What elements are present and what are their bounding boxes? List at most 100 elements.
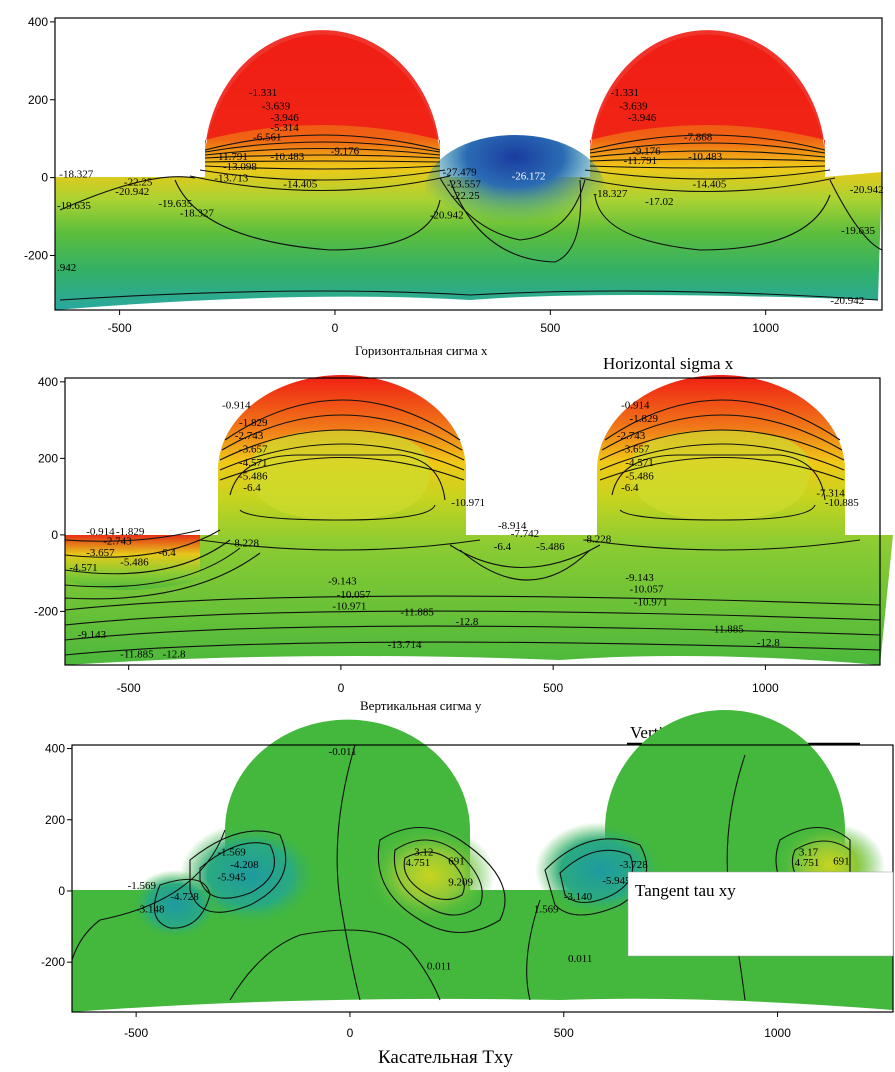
plot-area-1 — [55, 30, 883, 311]
contour-label: -22.25 — [124, 176, 153, 188]
y-tick-label: 200 — [45, 813, 65, 827]
contour-lines-1 — [59, 134, 883, 301]
contour-label: -12.8 — [757, 637, 780, 649]
contour-label: -8.228 — [231, 537, 260, 549]
contour-label: -5.486 — [536, 541, 565, 553]
contour-label: -3.639 — [619, 100, 648, 112]
contour-label: -19.635 — [57, 200, 91, 212]
contour-label: -9.176 — [331, 145, 360, 157]
contour-label: -4.571 — [69, 562, 97, 574]
contour-label: -9.143 — [328, 576, 357, 588]
y-ticks-3: 400 200 0 -200 — [41, 742, 72, 969]
contour-label: -1.569 — [217, 846, 246, 858]
contour-label: -3.148 — [136, 903, 165, 915]
contour-label: -1.331 — [611, 87, 639, 99]
contour-label: -0.011 — [329, 746, 357, 758]
contour-label: -10.483 — [270, 151, 304, 163]
contour-label: -10.971 — [634, 597, 668, 609]
x-tick-label: 500 — [543, 681, 563, 695]
contour-label: -10.057 — [630, 583, 664, 595]
y-tick-label: 400 — [45, 742, 65, 756]
x-tick-label: -500 — [117, 681, 141, 695]
contour-label: -2.743 — [103, 535, 132, 547]
contour-label: -22.25 — [451, 190, 480, 202]
y-tick-label: 400 — [38, 375, 58, 389]
contour-label: -11.791 — [214, 151, 248, 163]
y-tick-label: -200 — [24, 248, 48, 262]
contour-label: -10.885 — [825, 497, 859, 509]
contour-label: -1.829 — [239, 417, 268, 429]
contour-label: -1.331 — [249, 87, 277, 99]
contour-label: 0.011 — [427, 960, 451, 972]
contour-label: -13.714 — [388, 639, 422, 651]
contour-label: -5.945 — [602, 875, 631, 887]
contour-label: -6.4 — [243, 482, 261, 494]
contour-label: -3.657 — [621, 444, 650, 456]
y-ticks-1: 400 200 0 -200 — [24, 15, 55, 262]
contour-label: 3.12 — [414, 846, 433, 858]
contour-label: -3.140 — [564, 891, 593, 903]
contour-label: -0.914 — [86, 526, 115, 538]
contour-label: -4.571 — [625, 457, 653, 469]
contour-label: -4.208 — [230, 859, 259, 871]
x-tick-label: -500 — [124, 1026, 148, 1040]
contour-label: -6.4 — [494, 541, 512, 553]
contour-label: 691 — [448, 855, 465, 867]
contour-lines-2 — [64, 399, 881, 656]
contour-label: -5.486 — [120, 557, 149, 569]
contour-label: -2.743 — [235, 430, 264, 442]
panel-vertical-sigma-y: -0.914-1.829-2.743-3.657-4.571-5.486-6.4… — [34, 375, 893, 746]
y-tick-label: 0 — [51, 528, 58, 542]
x-tick-label: 0 — [347, 1026, 354, 1040]
contour-label: 4.751 — [795, 857, 820, 869]
contour-label: -1.569 — [128, 880, 157, 892]
contour-label: -20.942 — [850, 184, 884, 196]
contour-label: 4.751 — [406, 857, 431, 869]
contour-label: -9.143 — [625, 572, 654, 584]
y-ticks-2: 400 200 0 -200 — [34, 375, 65, 618]
contour-lines-3 — [71, 744, 851, 1001]
contour-label: -18.327 — [180, 208, 214, 220]
x-ticks-2: -500 0 500 1000 — [117, 665, 779, 695]
contour-label: -4.571 — [239, 457, 267, 469]
contour-label: -9.143 — [78, 629, 107, 641]
contour-label: -10.057 — [337, 589, 371, 601]
contour-label: -6.4 — [621, 482, 639, 494]
plot-area-3 — [71, 710, 893, 1012]
x-ticks-3: -500 0 500 1000 — [124, 1012, 791, 1040]
caption-ru-2: Вертикальная сигма y — [360, 698, 482, 713]
y-tick-label: 400 — [28, 15, 48, 29]
contour-label: -26.172 — [512, 171, 546, 183]
legend-box-3 — [627, 871, 894, 957]
x-tick-label: -500 — [108, 321, 132, 335]
contour-label: -5.314 — [270, 122, 299, 134]
contour-label: -18.327 — [593, 188, 627, 200]
contour-label: 1.569 — [534, 903, 559, 915]
contour-label: -8.914 — [498, 520, 527, 532]
contour-label: -11.885 — [400, 606, 434, 618]
y-tick-label: 200 — [28, 93, 48, 107]
contour-label: -6.561 — [253, 132, 281, 144]
contour-label: -9.176 — [632, 145, 661, 157]
contour-label: -20.942 — [430, 210, 464, 222]
contour-label: -2.743 — [617, 430, 646, 442]
contour-label: 9.209 — [448, 877, 473, 889]
contour-label: -5.945 — [217, 871, 246, 883]
contour-label: -3.946 — [270, 112, 299, 124]
plot-frame-1 — [54, 17, 883, 311]
contour-label: -1.829 — [630, 413, 659, 425]
x-tick-label: 500 — [540, 321, 560, 335]
contour-label: -12.8 — [456, 616, 479, 628]
plot-frame-2 — [64, 377, 881, 666]
contour-label: -0.914 — [621, 400, 650, 412]
contour-label: -12.8 — [163, 648, 186, 660]
contour-label: -27.479 — [443, 167, 477, 179]
contour-label: -13.713 — [214, 173, 248, 185]
contour-label: -13.098 — [223, 161, 257, 173]
contour-label: .942 — [57, 262, 76, 274]
contour-labels-3: -0.011-1.569-4.208-5.945-1.569-4.728-3.1… — [128, 746, 850, 972]
caption-ru-3: Касательная Txy — [378, 1047, 514, 1068]
contour-labels-2: -0.914-1.829-2.743-3.657-4.571-5.486-6.4… — [69, 400, 859, 661]
contour-label: -1.829 — [116, 526, 145, 538]
contour-label: -19.635 — [158, 198, 192, 210]
